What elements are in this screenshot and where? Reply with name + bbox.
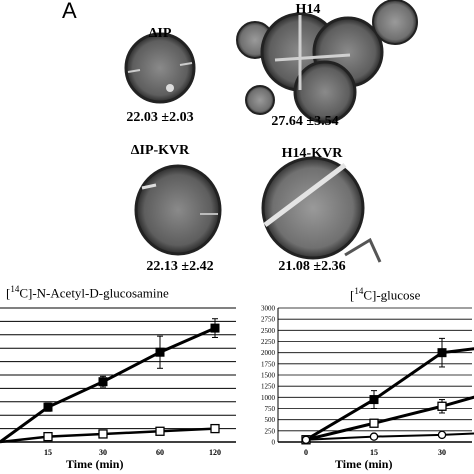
y-tick-label: 2000 [261, 349, 276, 357]
measurement-delta-ip: 22.03 ±2.03 [126, 110, 194, 125]
y-tick-label: 1000 [261, 394, 276, 402]
data-point [369, 432, 379, 441]
y-tick-label: 500 [265, 416, 276, 424]
y-tick-label: 2250 [261, 338, 276, 346]
y-tick-label: 2750 [261, 316, 276, 324]
data-point [155, 426, 165, 436]
micrograph-h14 [236, 0, 474, 124]
chart-title-nag: [14C]-N-Acetyl-D-glucosamine [6, 284, 169, 301]
y-tick-label: 750 [265, 405, 276, 413]
y-tick-label: 250 [265, 427, 276, 435]
data-point [301, 435, 311, 445]
series-line [305, 347, 474, 442]
data-point [98, 429, 108, 439]
y-tick-label: 2500 [261, 327, 276, 335]
series-line [305, 432, 474, 441]
strain-label-h14-kvr: H14-KVR [281, 146, 343, 161]
measurement-h14: 27.64 ±3.54 [271, 114, 339, 129]
x-tick-label: 30 [99, 448, 107, 457]
chart-nag-xlabel: Time (min) [66, 457, 124, 471]
measurement-delta-ip-kvr: 22.13 ±2.42 [146, 259, 214, 274]
strain-label-delta-ip-kvr: ΔIP-KVR [130, 143, 190, 158]
x-tick-label: 60 [156, 448, 164, 457]
micrograph-delta-ip [124, 32, 196, 104]
data-point [369, 418, 379, 428]
y-tick-label: 1750 [261, 360, 276, 368]
data-point [155, 347, 165, 357]
data-point [437, 430, 447, 440]
strain-label-delta-ip: ΔIP [148, 26, 172, 41]
chart-title-glucose: [14C]-glucose [350, 286, 421, 303]
x-tick-label: 30 [438, 448, 446, 457]
data-point [437, 348, 447, 358]
x-tick-label: 15 [44, 448, 52, 457]
x-tick-label: 15 [370, 448, 378, 457]
x-tick-label: 120 [209, 448, 221, 457]
data-point [43, 431, 53, 442]
chart-glucose-xlabel: Time (min) [335, 457, 393, 471]
panel-label: A [62, 0, 77, 23]
data-point [210, 423, 220, 434]
measurement-h14-kvr: 21.08 ±2.36 [278, 259, 346, 274]
micrograph-delta-ip-kvr [134, 164, 222, 256]
y-tick-label: 3000 [261, 305, 276, 313]
micrograph-area [124, 0, 474, 263]
micrograph-h14-kvr [261, 156, 382, 263]
strain-label-h14: H14 [295, 2, 321, 17]
y-tick-label: 1250 [261, 383, 276, 391]
data-point [210, 323, 220, 333]
data-point [98, 377, 108, 387]
chart-glucose: 0 250 500 750 1000 1250 1500 1750 2000 2250 2500 27… [261, 305, 474, 457]
x-tick-label: 0 [304, 448, 308, 457]
y-tick-label: 1500 [261, 372, 276, 380]
y-tick-label: 0 [272, 439, 276, 447]
chart-nag: 15 30 60 120 [0, 307, 236, 457]
data-point [43, 402, 53, 412]
data-point [437, 401, 447, 411]
series-line [305, 395, 474, 442]
data-point [369, 395, 379, 405]
